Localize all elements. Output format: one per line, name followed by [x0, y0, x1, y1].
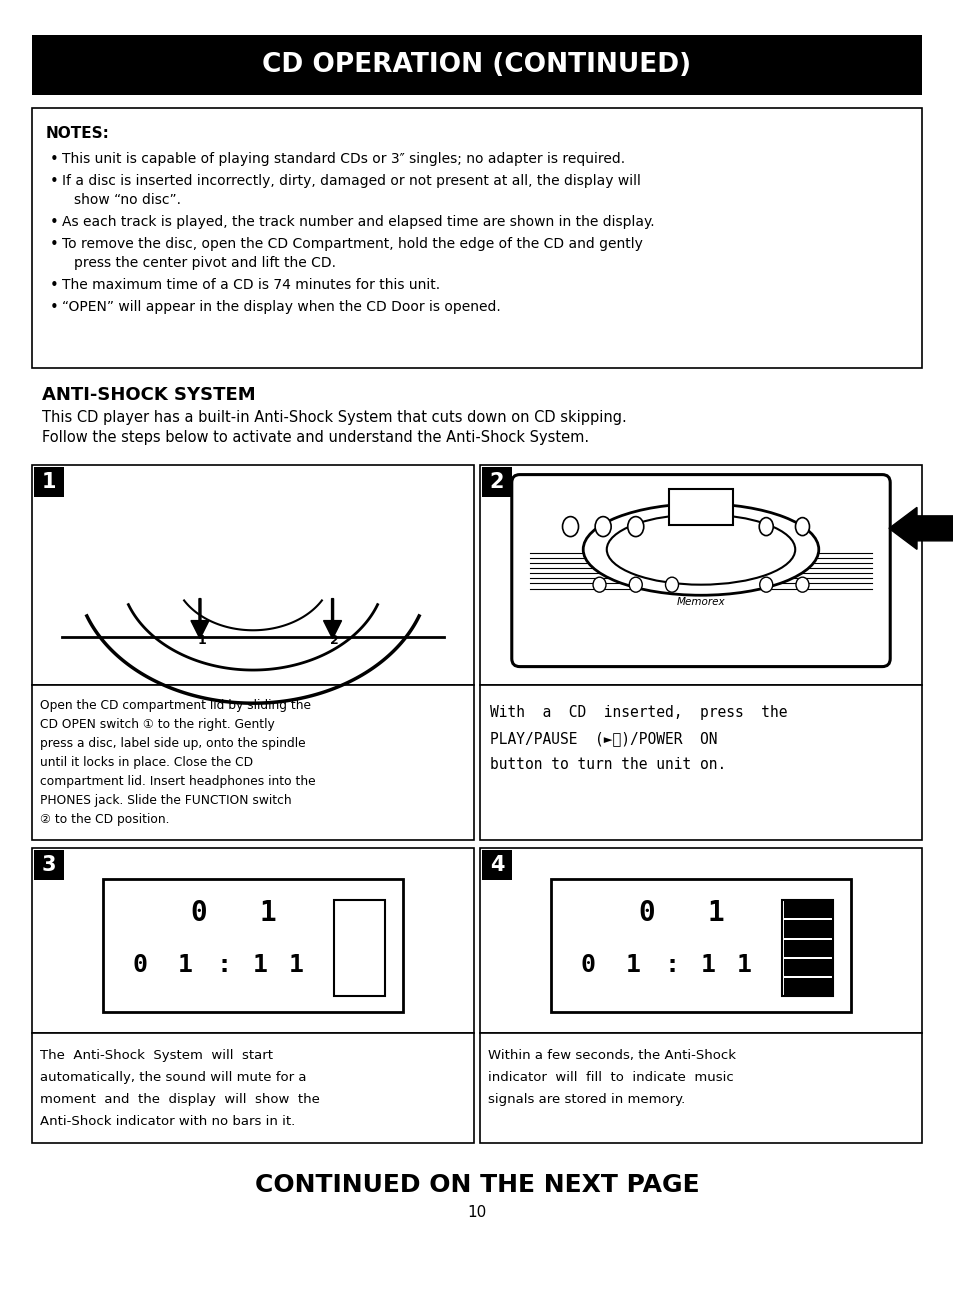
Ellipse shape — [595, 517, 611, 536]
Bar — [668, 489, 732, 525]
Text: Memorex: Memorex — [676, 598, 724, 607]
Ellipse shape — [795, 577, 808, 592]
Bar — [32, 848, 474, 1034]
Text: automatically, the sound will mute for a: automatically, the sound will mute for a — [40, 1071, 306, 1084]
Text: press the center pivot and lift the CD.: press the center pivot and lift the CD. — [74, 256, 335, 270]
Text: Anti-Shock indicator with no bars in it.: Anti-Shock indicator with no bars in it. — [40, 1114, 294, 1128]
Bar — [32, 1034, 474, 1143]
Text: moment  and  the  display  will  show  the: moment and the display will show the — [40, 1094, 319, 1107]
Text: 1: 1 — [42, 472, 56, 492]
Bar — [479, 685, 921, 840]
Text: until it locks in place. Close the CD: until it locks in place. Close the CD — [40, 756, 253, 769]
Text: CD OPEN switch ① to the right. Gently: CD OPEN switch ① to the right. Gently — [40, 718, 274, 731]
Text: As each track is played, the track number and elapsed time are shown in the disp: As each track is played, the track numbe… — [62, 215, 654, 228]
Text: •: • — [50, 151, 59, 167]
Text: Within a few seconds, the Anti-Shock: Within a few seconds, the Anti-Shock — [488, 1049, 735, 1062]
Text: 0: 0 — [191, 899, 207, 927]
Bar — [781, 900, 832, 996]
Text: “OPEN” will appear in the display when the CD Door is opened.: “OPEN” will appear in the display when t… — [62, 300, 500, 315]
Text: 1: 1 — [259, 899, 276, 927]
Ellipse shape — [582, 504, 818, 595]
Text: 3: 3 — [42, 855, 56, 874]
Text: 1: 1 — [737, 954, 751, 977]
Ellipse shape — [629, 577, 641, 592]
Text: :: : — [216, 954, 232, 977]
Text: ② to the CD position.: ② to the CD position. — [40, 813, 170, 826]
Ellipse shape — [759, 577, 772, 592]
Text: 2: 2 — [330, 634, 338, 646]
Text: •: • — [50, 215, 59, 230]
Text: CONTINUED ON THE NEXT PAGE: CONTINUED ON THE NEXT PAGE — [254, 1173, 699, 1197]
Ellipse shape — [665, 577, 678, 592]
Text: 10: 10 — [467, 1205, 486, 1220]
Text: CD OPERATION (CONTINUED): CD OPERATION (CONTINUED) — [262, 52, 691, 78]
Bar — [32, 465, 474, 685]
Bar — [479, 1034, 921, 1143]
Bar — [32, 108, 921, 368]
Bar — [32, 35, 921, 95]
Text: The  Anti-Shock  System  will  start: The Anti-Shock System will start — [40, 1049, 273, 1062]
Text: 1: 1 — [625, 954, 640, 977]
Text: 0: 0 — [638, 899, 655, 927]
Bar — [782, 959, 831, 976]
Text: 1: 1 — [197, 634, 206, 646]
Text: press a disc, label side up, onto the spindle: press a disc, label side up, onto the sp… — [40, 737, 305, 750]
Text: This CD player has a built-in Anti-Shock System that cuts down on CD skipping.: This CD player has a built-in Anti-Shock… — [42, 410, 626, 425]
Text: 0: 0 — [580, 954, 596, 977]
Text: signals are stored in memory.: signals are stored in memory. — [488, 1094, 684, 1107]
Text: ANTI-SHOCK SYSTEM: ANTI-SHOCK SYSTEM — [42, 386, 255, 405]
Text: 0: 0 — [132, 954, 148, 977]
Text: The maximum time of a CD is 74 minutes for this unit.: The maximum time of a CD is 74 minutes f… — [62, 278, 439, 292]
Bar — [334, 900, 385, 996]
Text: •: • — [50, 238, 59, 252]
FancyBboxPatch shape — [511, 475, 889, 667]
Ellipse shape — [593, 577, 605, 592]
Bar — [479, 465, 921, 685]
Bar — [782, 902, 831, 919]
Text: 4: 4 — [489, 855, 504, 874]
Bar — [479, 848, 921, 1034]
Bar — [481, 467, 512, 497]
Bar — [34, 467, 64, 497]
Text: indicator  will  fill  to  indicate  music: indicator will fill to indicate music — [488, 1071, 733, 1084]
Text: 1: 1 — [289, 954, 304, 977]
Bar — [782, 920, 831, 937]
Text: •: • — [50, 300, 59, 315]
Text: NOTES:: NOTES: — [46, 127, 110, 141]
Text: With  a  CD  inserted,  press  the: With a CD inserted, press the — [490, 705, 786, 720]
Text: If a disc is inserted incorrectly, dirty, damaged or not present at all, the dis: If a disc is inserted incorrectly, dirty… — [62, 174, 640, 188]
Text: PLAY/PAUSE  (►Ⅱ)/POWER  ON: PLAY/PAUSE (►Ⅱ)/POWER ON — [490, 731, 717, 746]
Bar — [103, 878, 403, 1013]
Text: To remove the disc, open the CD Compartment, hold the edge of the CD and gently: To remove the disc, open the CD Compartm… — [62, 238, 642, 251]
Ellipse shape — [759, 518, 773, 535]
Text: 1: 1 — [707, 899, 723, 927]
Text: 2: 2 — [489, 472, 504, 492]
Ellipse shape — [795, 518, 809, 535]
Ellipse shape — [562, 517, 578, 536]
Text: button to turn the unit on.: button to turn the unit on. — [490, 757, 725, 773]
Ellipse shape — [606, 514, 795, 585]
Bar — [32, 685, 474, 840]
Text: Follow the steps below to activate and understand the Anti-Shock System.: Follow the steps below to activate and u… — [42, 431, 589, 445]
Text: show “no disc”.: show “no disc”. — [74, 193, 181, 207]
Text: •: • — [50, 174, 59, 189]
FancyArrow shape — [191, 599, 209, 638]
Text: 1: 1 — [177, 954, 193, 977]
Text: 1: 1 — [700, 954, 716, 977]
FancyArrow shape — [888, 508, 953, 549]
Text: :: : — [664, 954, 679, 977]
FancyArrow shape — [323, 599, 341, 638]
Bar — [782, 940, 831, 957]
Text: 1: 1 — [253, 954, 268, 977]
Bar — [34, 850, 64, 880]
Ellipse shape — [627, 517, 643, 536]
Bar — [782, 977, 831, 996]
Text: Open the CD compartment lid by sliding the: Open the CD compartment lid by sliding t… — [40, 699, 311, 713]
Text: PHONES jack. Slide the FUNCTION switch: PHONES jack. Slide the FUNCTION switch — [40, 793, 292, 806]
Bar — [481, 850, 512, 880]
Text: compartment lid. Insert headphones into the: compartment lid. Insert headphones into … — [40, 775, 315, 788]
Bar — [550, 878, 850, 1013]
Text: This unit is capable of playing standard CDs or 3″ singles; no adapter is requir: This unit is capable of playing standard… — [62, 151, 624, 166]
Text: •: • — [50, 278, 59, 294]
